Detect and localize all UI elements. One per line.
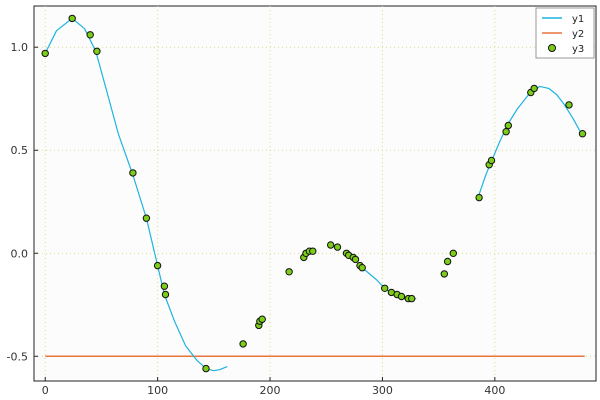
y-tick-label: -0.5 bbox=[7, 350, 28, 363]
series-y3-point bbox=[129, 169, 137, 177]
plot-area bbox=[33, 5, 597, 382]
series-y3-point bbox=[93, 47, 101, 55]
series-y3-point bbox=[504, 121, 512, 130]
legend-y3-marker bbox=[548, 44, 556, 52]
legend-y1-label: y1 bbox=[572, 14, 584, 25]
series-y3-point bbox=[86, 31, 94, 39]
legend-y2-label: y2 bbox=[572, 29, 584, 40]
legend: y1 y2 y3 bbox=[535, 7, 595, 59]
series-y3-point bbox=[333, 243, 342, 251]
series-y3-point bbox=[309, 247, 317, 255]
series-y3-point bbox=[160, 282, 169, 290]
y-tick-label: 1.0 bbox=[11, 41, 29, 54]
series-y3-point bbox=[258, 315, 266, 323]
series-y3-point bbox=[408, 294, 416, 303]
series-y3-point bbox=[153, 261, 162, 270]
x-tick-label: 200 bbox=[260, 384, 281, 397]
series-y3-point bbox=[41, 49, 49, 58]
series-y3-point bbox=[502, 128, 510, 136]
series-y3-point bbox=[358, 264, 366, 272]
series-y3-point bbox=[202, 364, 210, 373]
series-y3-point bbox=[530, 84, 538, 93]
x-tick-label: 100 bbox=[147, 384, 168, 397]
series-y3-point bbox=[487, 156, 496, 165]
x-tick-label: 400 bbox=[484, 384, 505, 397]
y-tick-label: 0.0 bbox=[11, 247, 29, 260]
series-y3-point bbox=[381, 284, 389, 292]
series-y3-point bbox=[440, 270, 448, 278]
x-tick-label: 300 bbox=[372, 384, 393, 397]
legend-y3-label: y3 bbox=[572, 44, 584, 55]
series-y3-point bbox=[161, 290, 170, 299]
series-y3-point bbox=[565, 101, 573, 109]
y-tick-label: 0.5 bbox=[11, 144, 29, 157]
series-y3-point bbox=[397, 292, 406, 301]
series-y3-point bbox=[68, 14, 76, 23]
series-y3-point bbox=[449, 249, 457, 258]
series-y3-point bbox=[475, 193, 483, 202]
axis-ticks: 0 100 200 300 400 -0.5 0.0 0.5 1.0 bbox=[7, 41, 506, 397]
series-y3-point bbox=[578, 130, 587, 138]
series-y3-point bbox=[239, 340, 247, 348]
series-y3-point bbox=[351, 255, 360, 264]
series-y3-point bbox=[285, 268, 293, 276]
series-y3-point bbox=[142, 214, 151, 222]
series-y3-point bbox=[443, 257, 452, 266]
series-layer bbox=[41, 14, 587, 373]
series-y3-point bbox=[327, 241, 335, 249]
x-tick-label: 0 bbox=[42, 384, 49, 397]
